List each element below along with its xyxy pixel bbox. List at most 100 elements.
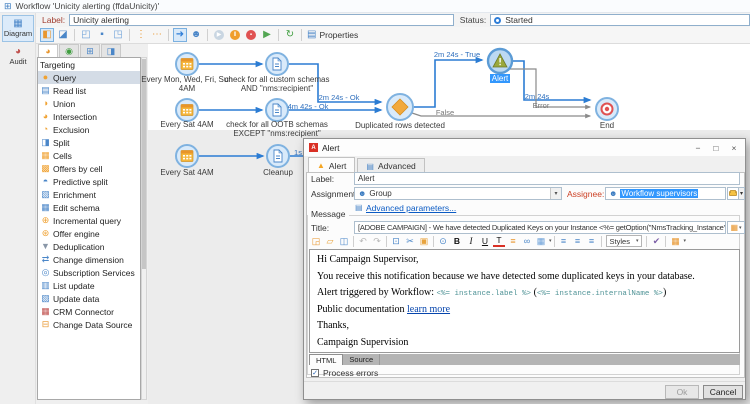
- workflow-label-input[interactable]: Unicity alerting: [69, 14, 454, 26]
- align-left-button[interactable]: ≡: [560, 235, 567, 246]
- horizontal-layout-button[interactable]: ⋯: [150, 28, 164, 42]
- list-button[interactable]: ≡: [510, 235, 516, 246]
- palette-tab-actions[interactable]: ⊞: [80, 44, 100, 57]
- nav-audit-button[interactable]: ◕ Audit: [2, 44, 34, 69]
- assignee-combo[interactable]: ☻ Workflow supervisors: [605, 187, 726, 200]
- tab-advanced[interactable]: ▤ Advanced: [357, 158, 425, 173]
- title-personalization-button[interactable]: ▦ ▾: [727, 221, 745, 234]
- undo-button[interactable]: ↶: [359, 235, 367, 246]
- cut-button[interactable]: ✂: [406, 235, 414, 246]
- transition-alert-end[interactable]: [512, 60, 592, 104]
- zoom-normal-button[interactable]: ▪: [95, 28, 109, 42]
- node-scheduler-3[interactable]: [175, 144, 199, 168]
- palette-item-union[interactable]: ◑ Union: [38, 97, 140, 110]
- transition-false-end[interactable]: [411, 112, 592, 119]
- node-duplicated-rows-test[interactable]: [386, 93, 414, 121]
- palette-item-offers-by-cell[interactable]: ▩ Offers by cell: [38, 162, 140, 175]
- vertical-layout-button[interactable]: ⋮: [134, 28, 148, 42]
- close-button[interactable]: ×: [731, 142, 737, 153]
- tab-alert[interactable]: ▲ Alert: [308, 157, 356, 173]
- pause-button[interactable]: Ⅱ: [228, 28, 242, 42]
- zoom-fit-button[interactable]: ◰: [79, 28, 93, 42]
- learn-more-link[interactable]: learn more: [407, 303, 451, 315]
- palette-item-offer-engine[interactable]: ⊛ Offer engine: [38, 227, 140, 240]
- styles-select[interactable]: Styles ▾: [605, 235, 643, 247]
- bold-button[interactable]: B: [453, 235, 461, 246]
- tab-html[interactable]: HTML: [309, 354, 344, 365]
- cancel-button[interactable]: Cancel: [703, 385, 743, 399]
- message-body-editor[interactable]: Hi Campaign Supervisor, You receive this…: [309, 249, 740, 353]
- palette-item-list-update[interactable]: ▥ List update: [38, 279, 140, 292]
- palette-item-split[interactable]: ◨ Split: [38, 136, 140, 149]
- palette-item-intersection[interactable]: ◕ Intersection: [38, 110, 140, 123]
- move-mode-button[interactable]: ➜: [173, 28, 187, 42]
- palette-item-predictive-split[interactable]: ◓ Predictive split: [38, 175, 140, 188]
- palette-item-incremental-query[interactable]: ⊕ Incremental query: [38, 214, 140, 227]
- node-js-cleanup[interactable]: [266, 144, 290, 168]
- node-alert[interactable]: [486, 47, 514, 75]
- transition-true-alert[interactable]: [414, 56, 484, 108]
- maximize-button[interactable]: □: [713, 142, 719, 153]
- node-js-ootb-schemas[interactable]: [265, 98, 289, 122]
- open-button[interactable]: ▱: [326, 235, 334, 246]
- assignment-type-combo[interactable]: ☻ Group ▾: [354, 187, 562, 200]
- stop-button[interactable]: ▪: [244, 28, 258, 42]
- chevron-down-icon[interactable]: ▾: [550, 188, 561, 199]
- text-color-button[interactable]: T: [493, 236, 505, 247]
- palette-item-change-dimension[interactable]: ⇄ Change dimension: [38, 253, 140, 266]
- node-end[interactable]: [595, 97, 619, 121]
- palette-item-subscription-services[interactable]: ◎ Subscription Services: [38, 266, 140, 279]
- assignee-folder-button[interactable]: [727, 187, 739, 200]
- paste-button[interactable]: ▣: [419, 235, 429, 246]
- align-right-button[interactable]: ≡: [588, 235, 595, 246]
- spellcheck-button[interactable]: ✔: [652, 235, 661, 246]
- new-document-button[interactable]: ◲: [311, 235, 321, 246]
- toggle-palette-button[interactable]: ◧: [40, 28, 54, 42]
- palette-item-read-list[interactable]: ▤ Read list: [38, 84, 140, 97]
- process-errors-checkbox[interactable]: ✓: [311, 369, 319, 377]
- advanced-parameters-link[interactable]: Advanced parameters...: [366, 203, 457, 213]
- palette-item-crm-connector[interactable]: ▦ CRM Connector: [38, 305, 140, 318]
- node-scheduler-1[interactable]: [175, 52, 199, 76]
- transition-js1-dedup[interactable]: [289, 63, 383, 106]
- italic-button[interactable]: I: [469, 235, 473, 246]
- palette-item-query[interactable]: ● Query: [38, 71, 140, 84]
- zoom-area-button[interactable]: ◳: [111, 28, 125, 42]
- node-scheduler-2[interactable]: [175, 98, 199, 122]
- colors-button[interactable]: ▦: [671, 235, 680, 246]
- message-title-input[interactable]: [ADOBE CAMPAIGN] - We have detected Dupl…: [354, 221, 726, 234]
- transition-alert-error-end[interactable]: [509, 68, 592, 110]
- insert-link-button[interactable]: ∞: [523, 235, 531, 246]
- palette-tab-flow-control[interactable]: ◉: [59, 44, 79, 57]
- insert-image-button[interactable]: ▦: [536, 235, 546, 246]
- palette-item-cells[interactable]: ▦ Cells: [38, 149, 140, 162]
- palette-scroll-thumb[interactable]: [142, 59, 146, 269]
- node-js-custom-schemas[interactable]: [265, 52, 289, 76]
- toggle-overview-button[interactable]: ◪: [56, 28, 70, 42]
- start-button[interactable]: ▶: [212, 28, 226, 42]
- find-button[interactable]: ⊙: [439, 235, 447, 246]
- dialog-label-input[interactable]: Alert: [354, 172, 740, 185]
- palette-item-deduplication[interactable]: ▼ Deduplication: [38, 240, 140, 253]
- palette-tab-events[interactable]: ◨: [101, 44, 121, 57]
- align-center-button[interactable]: ≡: [574, 235, 581, 246]
- restart-button[interactable]: ▶: [260, 28, 274, 42]
- nav-diagram-button[interactable]: ▦ Diagram: [2, 15, 34, 42]
- status-combo[interactable]: Started: [490, 14, 750, 26]
- palette-item-exclusion[interactable]: ◔ Exclusion: [38, 123, 140, 136]
- refresh-button[interactable]: ↻: [283, 28, 297, 42]
- palette-tab-targeting[interactable]: ◕: [38, 44, 58, 57]
- assignee-dropdown[interactable]: ▾: [738, 187, 745, 200]
- palette-scrollbar[interactable]: [141, 57, 147, 400]
- ok-button[interactable]: Ok: [665, 385, 699, 399]
- palette-item-change-data-source[interactable]: ⊟ Change Data Source: [38, 318, 140, 331]
- properties-button[interactable]: ▤ Properties: [306, 28, 359, 42]
- tab-source[interactable]: Source: [343, 354, 381, 365]
- palette-item-edit-schema[interactable]: ▦ Edit schema: [38, 201, 140, 214]
- simulate-button[interactable]: ☻: [189, 28, 203, 42]
- palette-item-enrichment[interactable]: ▧ Enrichment: [38, 188, 140, 201]
- palette-item-update-data[interactable]: ▧ Update data: [38, 292, 140, 305]
- copy-button[interactable]: ⊡: [392, 235, 400, 246]
- minimize-button[interactable]: −: [695, 142, 701, 153]
- save-button[interactable]: ◫: [339, 235, 349, 246]
